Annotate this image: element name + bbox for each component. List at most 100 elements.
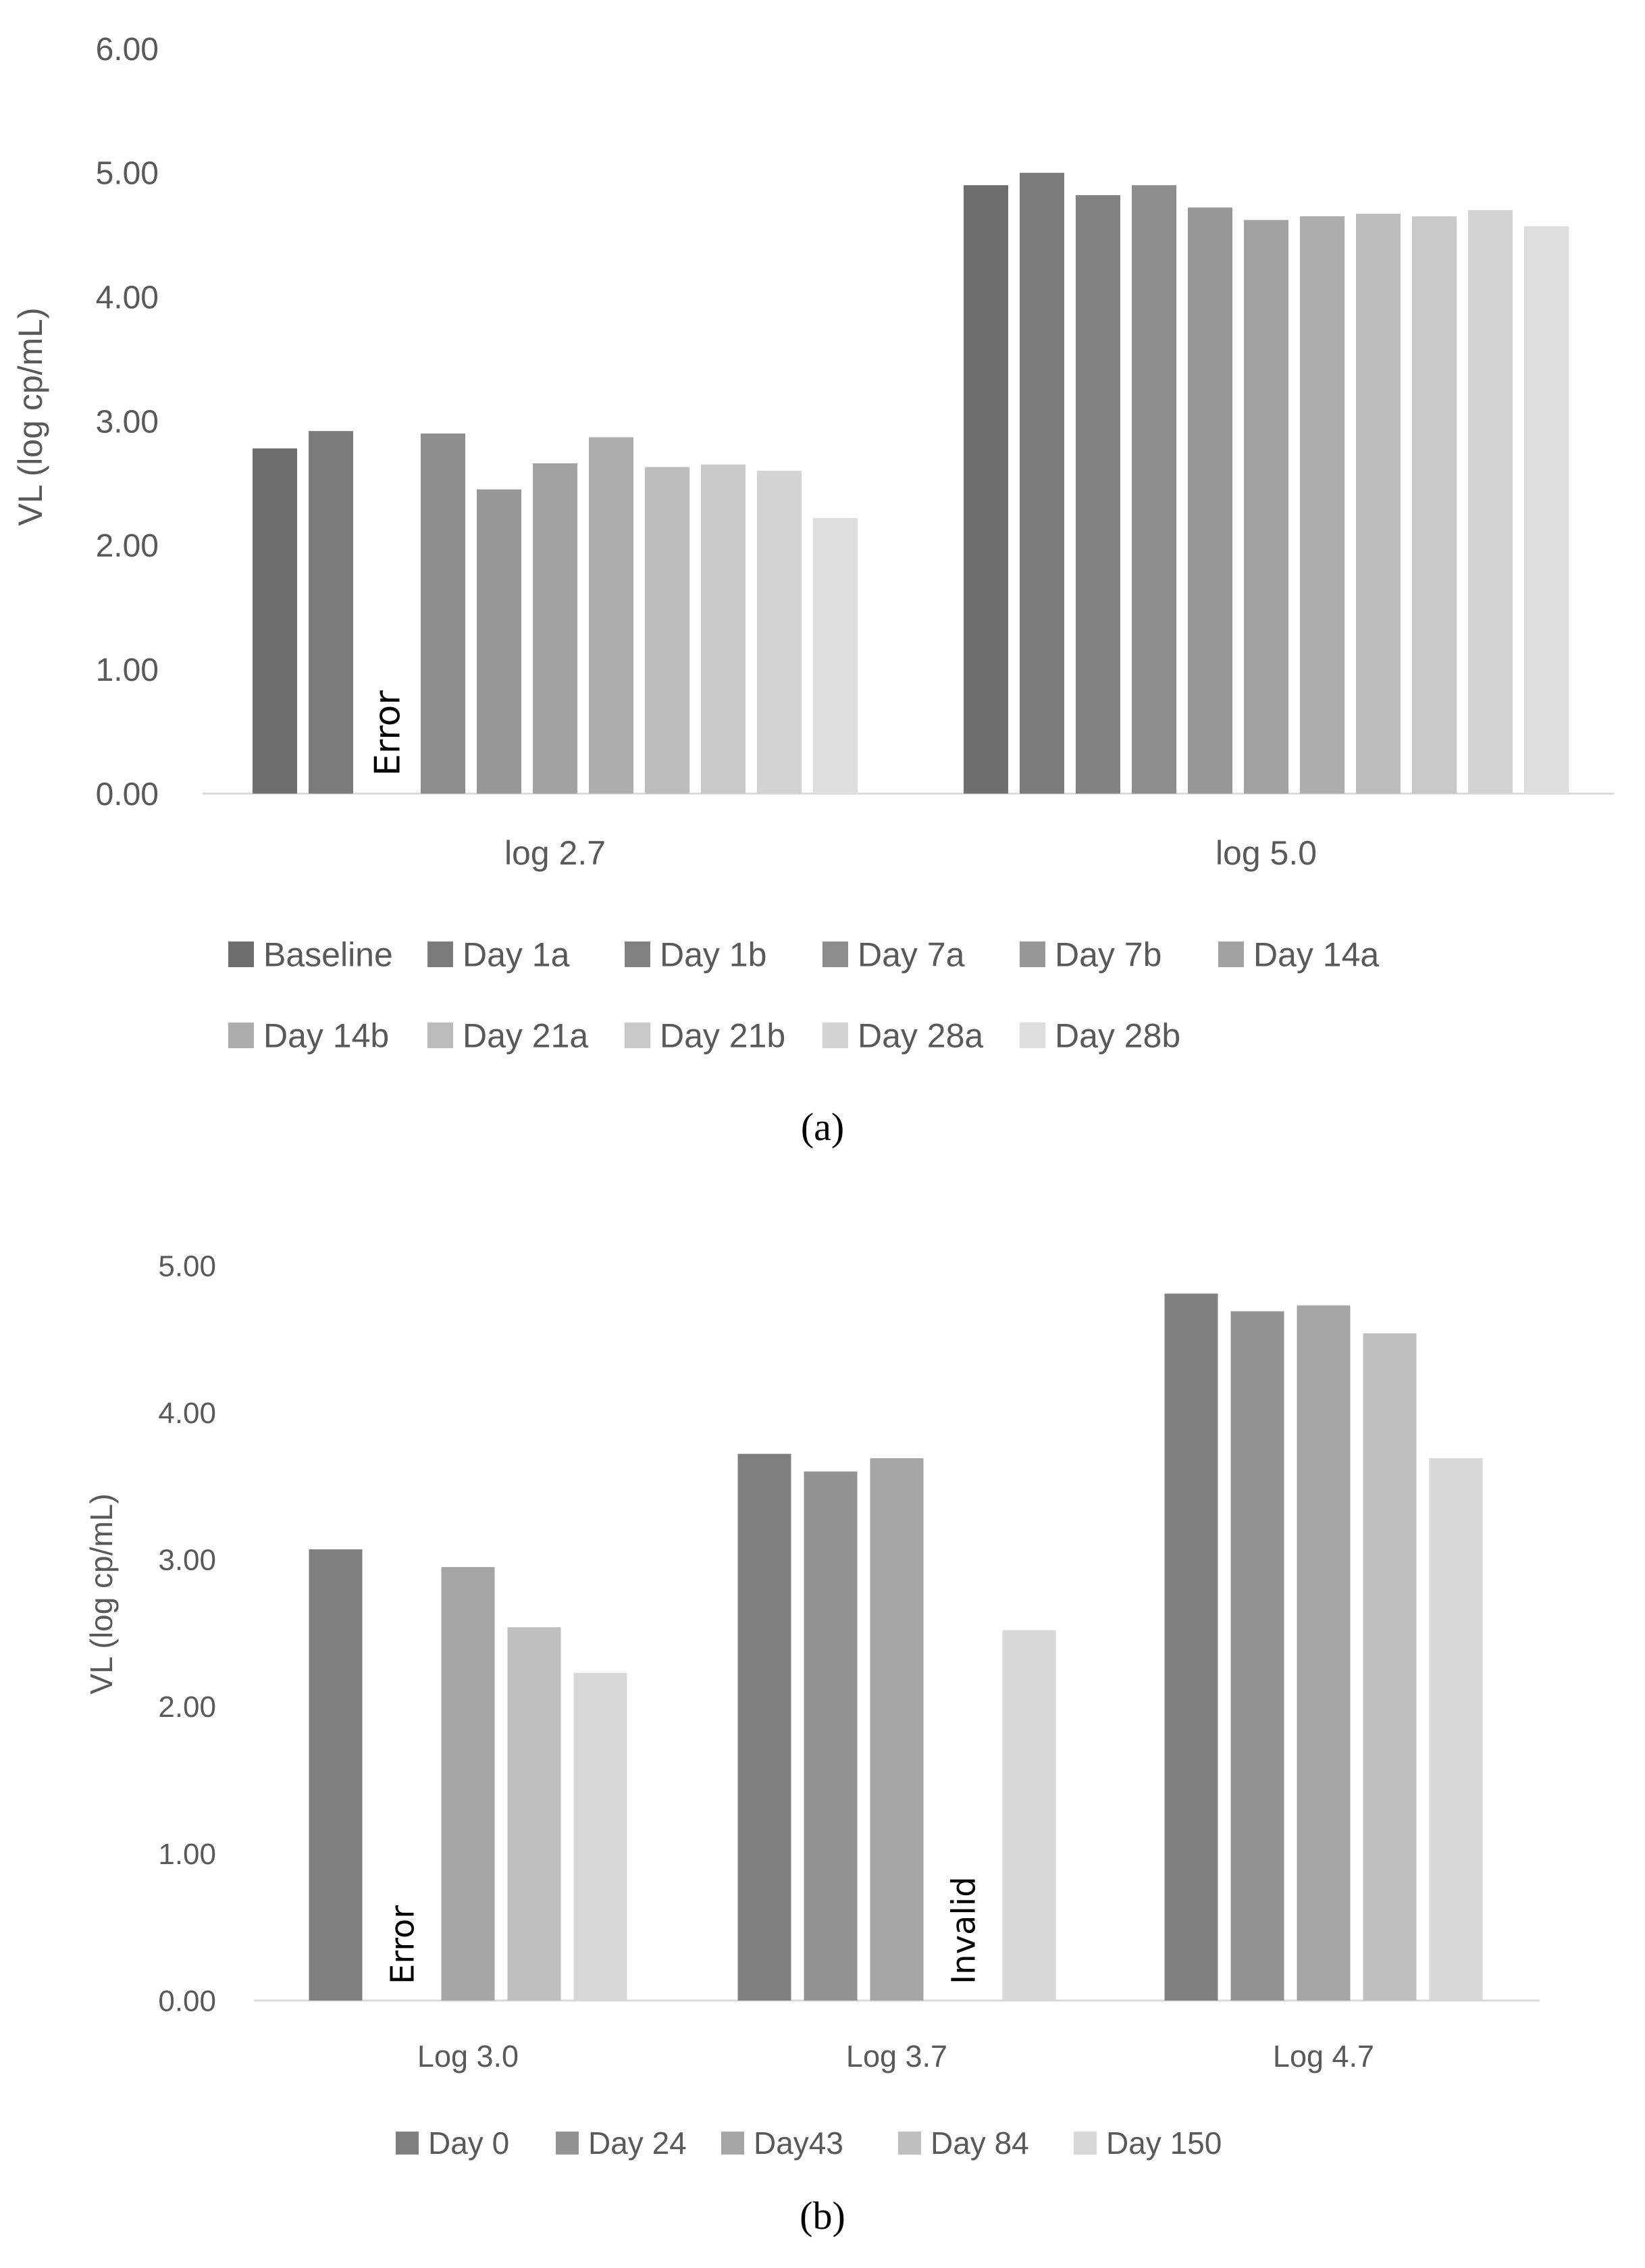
bar: [441, 1567, 495, 2001]
bar: [804, 1471, 858, 2001]
panel-label-a: (a): [801, 1105, 844, 1149]
bar: [421, 433, 465, 794]
data-annotation: Error: [368, 690, 409, 776]
legend-label: Day 21b: [660, 1017, 785, 1055]
bar: [573, 1672, 627, 2001]
x-tick-label: Log 4.7: [1273, 2039, 1374, 2073]
bar: [1002, 1630, 1056, 2001]
x-tick-label: log 5.0: [1216, 834, 1317, 872]
chart-a-y-ticks: 0.00 1.00 2.00 3.00 4.00 5.00 6.00: [96, 32, 159, 813]
y-tick-label: 4.00: [158, 1397, 216, 1430]
chart-a-bars: [253, 172, 1569, 794]
legend-label: Day 0: [428, 2125, 509, 2161]
chart-b-y-ticks: 0.00 1.00 2.00 3.00 4.00 5.00: [158, 1249, 216, 2017]
legend-swatch: [625, 1023, 650, 1048]
bar: [1076, 195, 1120, 794]
bar: [757, 471, 802, 794]
legend-swatch: [625, 942, 650, 967]
x-tick-label: log 2.7: [504, 834, 606, 872]
legend-swatch: [1074, 2132, 1097, 2155]
chart-b-legend: Day 0 Day 24 Day43 Day 84 Day 150: [396, 2125, 1222, 2161]
bar: [1164, 1293, 1218, 2001]
y-tick-label: 5.00: [96, 156, 159, 192]
x-tick-label: Log 3.7: [846, 2039, 947, 2073]
bar: [309, 1549, 363, 2001]
chart-panel-b: Error Invalid Log 3.0 Log 3.7 Log 4.7 0.00 1…: [84, 1249, 1540, 2238]
bar: [1429, 1458, 1483, 2001]
y-tick-label: 3.00: [96, 404, 159, 440]
y-tick-label: 2.00: [96, 528, 159, 564]
y-tick-label: 3.00: [158, 1544, 216, 1577]
y-tick-label: 1.00: [158, 1838, 216, 1871]
legend-swatch: [1218, 942, 1244, 967]
bar: [1524, 226, 1569, 794]
chart-b-x-ticks: Log 3.0 Log 3.7 Log 4.7: [417, 2039, 1374, 2073]
legend-label: Day 28b: [1055, 1017, 1180, 1055]
bar: [1020, 172, 1064, 794]
bar: [1188, 207, 1232, 794]
bar: [1412, 216, 1457, 794]
bar: [309, 431, 353, 794]
legend-swatch: [228, 942, 254, 967]
y-tick-label: 0.00: [96, 777, 159, 813]
bar: [1244, 220, 1288, 794]
legend-swatch: [556, 2132, 579, 2155]
y-tick-label: 0.00: [158, 1984, 216, 2017]
y-tick-label: 2.00: [158, 1691, 216, 1724]
legend-swatch: [396, 2132, 419, 2155]
legend-swatch: [822, 1023, 848, 1048]
bar: [1356, 213, 1401, 794]
legend-label: Day 21a: [463, 1017, 588, 1055]
legend-label: Baseline: [263, 936, 393, 974]
data-annotation: Invalid: [945, 1876, 983, 1984]
legend-label: Day 24: [588, 2125, 687, 2161]
legend-swatch: [1020, 1023, 1045, 1048]
y-tick-label: 1.00: [96, 652, 159, 688]
chart-a-legend: Baseline Day 1a Day 1b Day 7a Day 7b Day 14a D…: [228, 936, 1379, 1055]
legend-label: Day 14a: [1253, 936, 1379, 974]
bar: [1230, 1311, 1284, 2001]
legend-swatch: [1020, 942, 1045, 967]
bar: [1132, 185, 1176, 794]
data-annotation: Error: [384, 1905, 421, 1984]
legend-label: Day 1b: [660, 936, 766, 974]
legend-swatch: [228, 1023, 254, 1048]
chart-b-y-axis-label: VL (log cp/mL): [84, 1493, 119, 1694]
chart-a-x-ticks: log 2.7 log 5.0: [504, 834, 1317, 872]
chart-b-bars: [309, 1293, 1483, 2001]
bar: [870, 1458, 924, 2001]
legend-swatch: [898, 2132, 921, 2155]
legend-label: Day 7a: [858, 936, 965, 974]
legend-label: Day 7b: [1055, 936, 1161, 974]
legend-label: Day 1a: [463, 936, 570, 974]
legend-swatch: [427, 942, 453, 967]
bar: [813, 517, 858, 794]
chart-panel-a: Error log 2.7 log 5.0 0.00 1.00 2.00 3.00 4.0…: [11, 32, 1614, 1149]
bar: [737, 1453, 791, 2001]
legend-label: Day43: [754, 2125, 843, 2161]
y-tick-label: 4.00: [96, 280, 159, 315]
legend-swatch: [721, 2132, 744, 2155]
bar: [477, 489, 521, 794]
y-tick-label: 6.00: [96, 32, 159, 68]
bar: [1297, 1305, 1351, 2001]
bar: [1468, 209, 1513, 794]
legend-swatch: [427, 1023, 453, 1048]
legend-label: Day 84: [931, 2125, 1029, 2161]
legend-swatch: [822, 942, 848, 967]
chart-a-y-axis-label: VL (log cp/mL): [11, 307, 49, 525]
bar: [589, 437, 633, 794]
chart-b-annotations: Error Invalid: [384, 1876, 983, 1984]
x-tick-label: Log 3.0: [417, 2039, 519, 2073]
bar: [701, 464, 746, 794]
bar: [1300, 216, 1344, 794]
bar: [533, 463, 577, 794]
panel-label-b: (b): [800, 2194, 845, 2238]
bar: [507, 1627, 561, 2001]
y-tick-label: 5.00: [158, 1249, 216, 1283]
legend-label: Day 150: [1106, 2125, 1222, 2161]
bar: [964, 185, 1008, 794]
legend-label: Day 28a: [858, 1017, 983, 1055]
bar: [645, 467, 689, 794]
